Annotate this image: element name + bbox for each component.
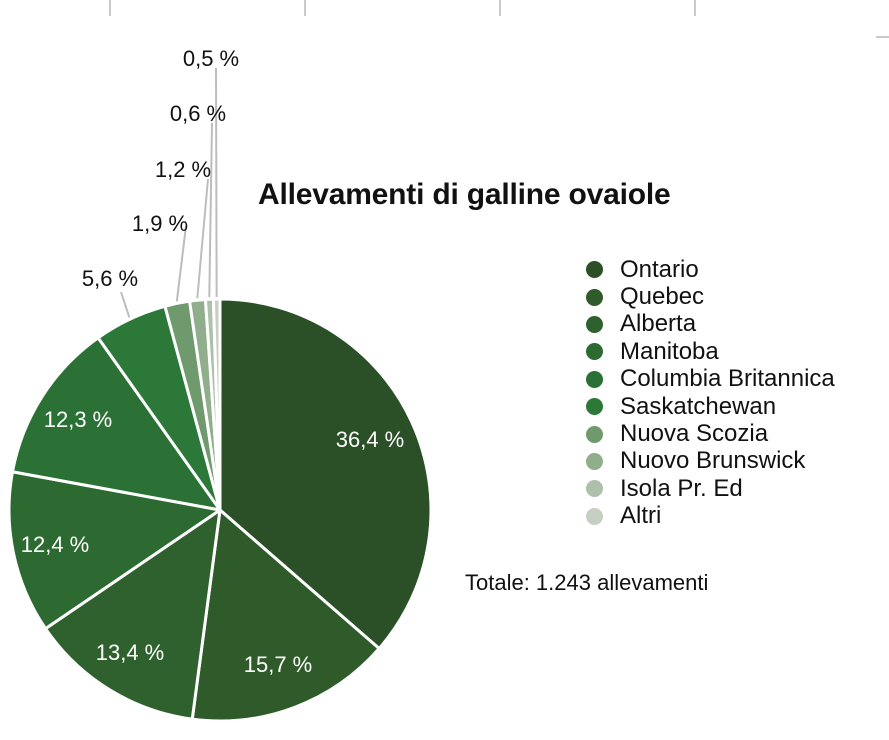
- top-tick-marks: [109, 0, 889, 38]
- data-label-quebec: 15,7 %: [244, 652, 313, 677]
- legend-label: Saskatchewan: [620, 392, 777, 420]
- slice-labels: 36,4 % 15,7 % 13,4 % 12,4 % 12,3 % 5,6 % 1,9 %…: [21, 46, 405, 677]
- legend-swatch: [586, 398, 603, 416]
- total-note: Totale: 1.243 allevamenti: [465, 570, 709, 595]
- data-label-nuovo-brunswick: 1,2 %: [155, 157, 211, 182]
- legend-item-manitoba: Manitoba: [586, 338, 835, 365]
- leader-line-nuova-scozia: [175, 225, 187, 302]
- data-label-ontario: 36,4 %: [336, 427, 405, 452]
- leader-line-isola-pr-ed: [208, 122, 213, 298]
- legend-item-saskatchewan: Saskatchewan: [586, 393, 835, 420]
- data-label-saskatchewan: 5,6 %: [82, 266, 138, 291]
- legend-label: Quebec: [620, 283, 705, 311]
- legend-label: Nuova Scozia: [620, 420, 769, 448]
- data-label-isola-pr-ed: 0,6 %: [170, 101, 226, 126]
- legend-label: Altri: [620, 502, 662, 530]
- legend-swatch: [586, 370, 603, 388]
- data-label-columbia-britannica: 12,3 %: [44, 407, 113, 432]
- legend-item-alberta: Alberta: [586, 310, 835, 338]
- slice-ontario: [218, 297, 433, 651]
- legend-item-nuova-scozia: Nuova Scozia: [586, 420, 835, 447]
- slice-quebec: [190, 508, 381, 723]
- legend-swatch: [586, 288, 603, 306]
- legend-item-nuovo-brunswick: Nuovo Brunswick: [586, 447, 835, 475]
- data-label-nuova-scozia: 1,9 %: [132, 211, 188, 236]
- legend-label: Ontario: [620, 255, 699, 283]
- legend-item-isola-pr-ed: Isola Pr. Ed: [586, 475, 835, 502]
- legend: Ontario Quebec Alberta Manitoba Columbia Bri…: [586, 256, 835, 530]
- legend-swatch: [586, 425, 603, 443]
- slice-altri: [211, 297, 222, 512]
- legend-label: Alberta: [620, 310, 697, 338]
- leader-lines: [120, 67, 218, 318]
- legend-item-quebec: Quebec: [586, 283, 835, 310]
- leader-line-nuovo-brunswick: [196, 178, 209, 299]
- legend-label: Isola Pr. Ed: [620, 474, 743, 502]
- data-label-alberta: 13,4 %: [96, 640, 165, 665]
- data-label-manitoba: 12,4 %: [21, 532, 90, 557]
- legend-swatch: [586, 315, 603, 333]
- leader-line-altri: [215, 67, 218, 298]
- chart-title: Allevamenti di galline ovaiole: [258, 178, 671, 211]
- slice-columbia-britannica: [10, 336, 222, 512]
- legend-item-altri: Altri: [586, 502, 835, 530]
- legend-label: Columbia Britannica: [620, 365, 835, 393]
- legend-label: Nuovo Brunswick: [620, 447, 806, 475]
- legend-swatch: [586, 343, 603, 361]
- slice-alberta: [43, 508, 222, 721]
- data-label-altri: 0,5 %: [183, 46, 239, 71]
- pie-slices: [7, 297, 433, 723]
- legend-swatch: [586, 480, 603, 498]
- slice-manitoba: [7, 470, 222, 631]
- legend-swatch: [586, 452, 603, 470]
- legend-swatch: [586, 261, 603, 279]
- legend-item-ontario: Ontario: [586, 256, 835, 283]
- legend-label: Manitoba: [620, 337, 719, 365]
- legend-item-columbia-britannica: Columbia Britannica: [586, 365, 835, 393]
- legend-swatch: [586, 507, 603, 525]
- leader-line-saskatchewan: [120, 291, 131, 318]
